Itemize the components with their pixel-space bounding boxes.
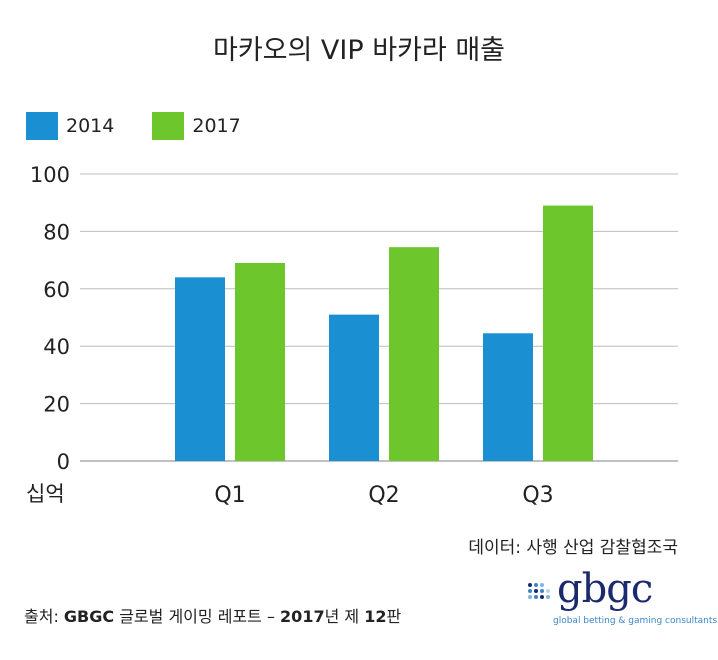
bar-2014-Q1 bbox=[175, 277, 225, 461]
legend: 2014 2017 bbox=[26, 112, 241, 140]
citation-mid2: 년 제 bbox=[324, 607, 365, 626]
citation-mid: 글로벌 게이밍 레포트 – bbox=[114, 607, 281, 626]
legend-label-2017: 2017 bbox=[192, 115, 241, 137]
y-tick-label: 20 bbox=[43, 393, 70, 417]
gbgc-logo: gbgc global betting & gaming consultants bbox=[523, 566, 717, 632]
citation: 출처: GBGC 글로벌 게이밍 레포트 – 2017년 제 12판 bbox=[24, 603, 401, 627]
x-category-label: Q2 bbox=[368, 483, 399, 508]
citation-prefix: 출처: bbox=[24, 607, 64, 626]
citation-edition: 12 bbox=[364, 607, 387, 626]
y-axis-unit-label: 십억 bbox=[26, 482, 65, 506]
citation-year: 2017 bbox=[280, 607, 325, 626]
y-tick-label: 0 bbox=[57, 450, 70, 474]
chart-title: 마카오의 VIP 바카라 매출 bbox=[212, 35, 506, 66]
bar-2014-Q3 bbox=[483, 333, 533, 461]
citation-gbgc: GBGC bbox=[63, 607, 115, 626]
data-source-note: 데이터: 사행 산업 감찰협조국 bbox=[468, 538, 678, 558]
logo-tagline: global betting & gaming consultants bbox=[553, 616, 718, 626]
bar-2017-Q3 bbox=[543, 205, 593, 461]
legend-item-2014: 2014 bbox=[26, 112, 114, 140]
y-axis-tick-labels: 0 20 40 60 80 100 bbox=[30, 163, 70, 474]
legend-label-2014: 2014 bbox=[66, 115, 115, 137]
citation-suffix: 판 bbox=[386, 607, 402, 626]
y-tick-label: 60 bbox=[43, 278, 70, 302]
x-category-label: Q3 bbox=[522, 483, 553, 508]
bar-2014-Q2 bbox=[329, 314, 379, 461]
legend-swatch-2017 bbox=[152, 112, 185, 140]
logo-wordmark: gbgc bbox=[557, 566, 653, 612]
x-category-label: Q1 bbox=[214, 483, 245, 508]
y-tick-label: 80 bbox=[43, 220, 70, 244]
logo-dots-icon bbox=[528, 583, 550, 599]
bar-2017-Q2 bbox=[389, 247, 439, 461]
bar-chart: 0 20 40 60 80 100 Q1 Q2 Q3 십억 bbox=[26, 163, 678, 508]
bars bbox=[175, 205, 593, 461]
y-tick-label: 100 bbox=[30, 163, 70, 187]
legend-item-2017: 2017 bbox=[152, 112, 241, 140]
bar-2017-Q1 bbox=[235, 262, 285, 461]
legend-swatch-2014 bbox=[26, 112, 58, 140]
y-tick-label: 40 bbox=[43, 335, 70, 359]
x-axis-category-labels: Q1 Q2 Q3 bbox=[214, 483, 553, 508]
